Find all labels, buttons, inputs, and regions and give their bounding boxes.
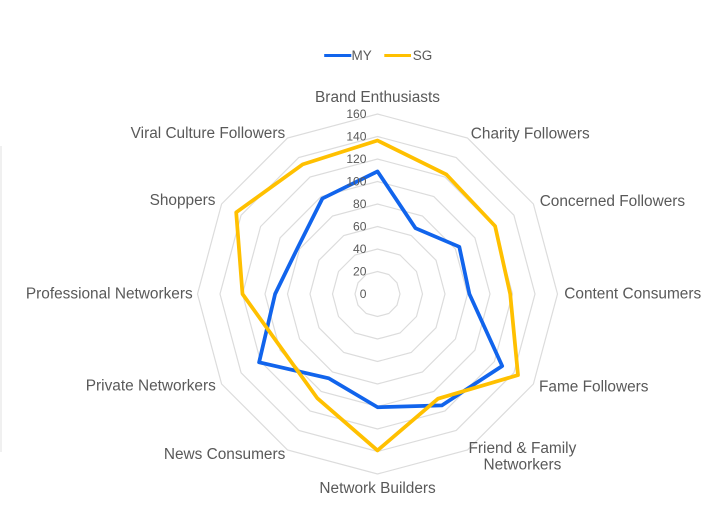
- svg-text:120: 120: [346, 152, 366, 166]
- svg-text:40: 40: [353, 242, 367, 256]
- svg-text:160: 160: [346, 107, 366, 121]
- svg-text:SG: SG: [413, 48, 433, 63]
- svg-text:Viral Culture Followers: Viral Culture Followers: [131, 125, 286, 142]
- svg-text:Charity Followers: Charity Followers: [471, 125, 590, 142]
- svg-text:Private Networkers: Private Networkers: [86, 378, 216, 395]
- svg-text:0: 0: [360, 287, 367, 301]
- svg-text:Brand Enthusiasts: Brand Enthusiasts: [315, 89, 440, 106]
- svg-text:MY: MY: [352, 48, 372, 63]
- svg-text:Network Builders: Network Builders: [319, 480, 436, 497]
- svg-text:140: 140: [346, 129, 366, 143]
- svg-text:80: 80: [353, 197, 367, 211]
- svg-text:Content Consumers: Content Consumers: [564, 285, 701, 302]
- svg-text:60: 60: [353, 219, 367, 233]
- svg-text:20: 20: [353, 264, 367, 278]
- svg-text:News Consumers: News Consumers: [164, 446, 286, 463]
- svg-text:Concerned Followers: Concerned Followers: [540, 193, 686, 210]
- svg-text:Professional Networkers: Professional Networkers: [26, 286, 193, 303]
- svg-text:100: 100: [346, 174, 366, 188]
- svg-text:Friend & Family: Friend & Family: [469, 440, 577, 457]
- svg-text:Shoppers: Shoppers: [150, 192, 216, 209]
- svg-text:Networkers: Networkers: [483, 456, 561, 473]
- svg-text:Fame Followers: Fame Followers: [539, 378, 649, 395]
